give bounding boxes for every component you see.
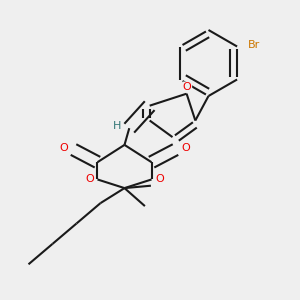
Text: Br: Br: [248, 40, 260, 50]
Text: O: O: [183, 82, 192, 92]
Text: O: O: [181, 143, 190, 153]
Text: H: H: [112, 121, 121, 131]
Text: O: O: [85, 175, 94, 184]
Text: O: O: [59, 143, 68, 153]
Text: O: O: [155, 175, 164, 184]
